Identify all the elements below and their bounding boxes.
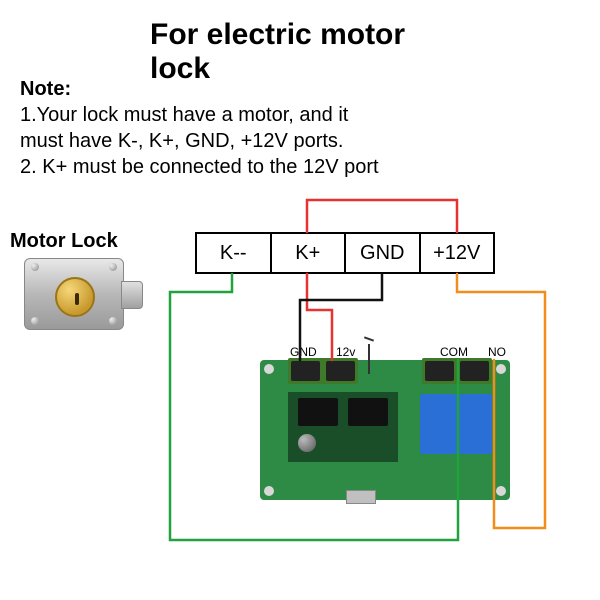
note-line-3: 2. K+ must be connected to the 12V port bbox=[20, 156, 379, 179]
motor-lock-icon bbox=[24, 258, 144, 338]
terminal-gnd: GND bbox=[346, 234, 421, 272]
pcb-no-label: NO bbox=[488, 345, 506, 359]
page-title: For electric motor lock bbox=[150, 18, 450, 86]
wire-red-jumper bbox=[307, 200, 457, 232]
pcb-com-label: COM bbox=[440, 345, 468, 359]
terminal-k-plus: K+ bbox=[272, 234, 347, 272]
pcb-12v-label: 12v bbox=[336, 345, 355, 359]
note-heading: Note: bbox=[20, 78, 71, 101]
motor-lock-label: Motor Lock bbox=[10, 230, 118, 253]
terminal-12v: +12V bbox=[421, 234, 494, 272]
pcb-gnd-label: GND bbox=[290, 345, 317, 359]
terminal-block: K-- K+ GND +12V bbox=[195, 232, 495, 274]
terminal-k-minus: K-- bbox=[197, 234, 272, 272]
note-line-2: must have K-, K+, GND, +12V ports. bbox=[20, 130, 343, 153]
relay-module-icon bbox=[260, 360, 510, 500]
note-line-1: 1.Your lock must have a motor, and it bbox=[20, 104, 348, 127]
